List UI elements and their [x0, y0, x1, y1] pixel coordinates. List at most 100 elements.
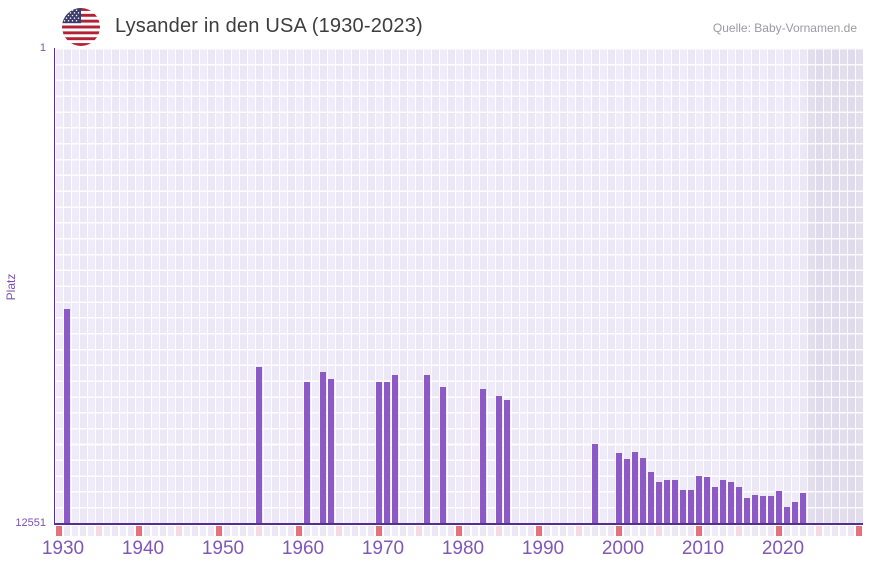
bar-2008[interactable]	[679, 490, 687, 523]
bar-2015[interactable]	[735, 486, 743, 523]
bar-2020[interactable]	[775, 491, 783, 523]
year-tick	[463, 526, 471, 536]
bar-2022[interactable]	[791, 501, 799, 523]
year-tick	[351, 526, 359, 536]
year-tick	[471, 526, 479, 536]
year-tick	[103, 526, 111, 536]
year-tick	[71, 526, 79, 536]
x-axis-label-2000: 2000	[601, 538, 645, 559]
x-axis-labels: 1930 1940 1950 1960 1970 1980 1990 2000 2010 2020	[42, 538, 863, 562]
year-tick	[543, 526, 551, 536]
bar-2011[interactable]	[703, 476, 711, 523]
bar-2003[interactable]	[639, 457, 647, 523]
bar-2006[interactable]	[663, 480, 671, 523]
half-decade-tick	[95, 526, 103, 536]
bar-2001[interactable]	[623, 459, 631, 523]
year-tick	[831, 526, 839, 536]
page-title: Lysander in den USA (1930-2023)	[115, 15, 423, 37]
x-axis-label-1930: 1930	[41, 538, 85, 559]
year-tick	[551, 526, 559, 536]
decade-tick	[455, 526, 463, 536]
year-tick	[239, 526, 247, 536]
bar-1972[interactable]	[391, 374, 399, 523]
year-tick	[839, 526, 847, 536]
bar-1997[interactable]	[591, 444, 599, 523]
decade-tick	[55, 526, 63, 536]
decade-tick	[295, 526, 303, 536]
bar-2023[interactable]	[799, 493, 807, 523]
bar-2013[interactable]	[719, 479, 727, 523]
half-decade-tick	[255, 526, 263, 536]
year-tick	[159, 526, 167, 536]
year-tick	[663, 526, 671, 536]
year-tick	[799, 526, 807, 536]
bar-1961[interactable]	[303, 381, 311, 523]
year-tick	[599, 526, 607, 536]
x-axis-label-1950: 1950	[201, 538, 245, 559]
bar-2017[interactable]	[751, 494, 759, 523]
x-axis-label-1940: 1940	[121, 538, 165, 559]
decade-tick	[135, 526, 143, 536]
year-tick	[719, 526, 727, 536]
year-tick	[303, 526, 311, 536]
year-tick	[847, 526, 855, 536]
bar-2009[interactable]	[687, 490, 695, 523]
plot-area	[55, 48, 863, 523]
year-tick	[447, 526, 455, 536]
year-tick	[199, 526, 207, 536]
year-tick	[151, 526, 159, 536]
bar-1986[interactable]	[503, 400, 511, 523]
bar-1985[interactable]	[495, 396, 503, 523]
year-tick	[511, 526, 519, 536]
bar-1964[interactable]	[327, 379, 335, 523]
decade-tick	[535, 526, 543, 536]
y-axis-bottom-tick-label: 12551	[15, 517, 46, 529]
year-tick	[479, 526, 487, 536]
bar-2021[interactable]	[783, 506, 791, 523]
x-axis-line	[53, 522, 863, 525]
us-flag-icon	[62, 8, 100, 46]
bar-2016[interactable]	[743, 497, 751, 523]
bar-1931[interactable]	[63, 308, 71, 523]
year-tick	[503, 526, 511, 536]
bar-1970[interactable]	[375, 381, 383, 523]
bar-2012[interactable]	[711, 487, 719, 523]
bar-1976[interactable]	[423, 374, 431, 523]
year-tick	[583, 526, 591, 536]
year-tick	[439, 526, 447, 536]
year-tick	[63, 526, 71, 536]
year-tick	[231, 526, 239, 536]
bar-2014[interactable]	[727, 482, 735, 523]
x-axis-label-1990: 1990	[521, 538, 565, 559]
year-tick	[807, 526, 815, 536]
year-tick	[311, 526, 319, 536]
source-credit: Quelle: Baby-Vornamen.de	[712, 21, 857, 35]
bar-2007[interactable]	[671, 480, 679, 523]
bar-1955[interactable]	[255, 367, 263, 523]
year-tick	[423, 526, 431, 536]
bar-2002[interactable]	[631, 452, 639, 523]
year-tick	[527, 526, 535, 536]
y-axis-top-tick-label: 1	[39, 42, 46, 54]
bar-2000[interactable]	[615, 452, 623, 523]
bar-2004[interactable]	[647, 471, 655, 523]
bar-1983[interactable]	[479, 388, 487, 523]
year-tick	[279, 526, 287, 536]
year-tick	[207, 526, 215, 536]
year-tick	[519, 526, 527, 536]
x-axis-label-2020: 2020	[761, 538, 805, 559]
bar-2005[interactable]	[655, 482, 663, 523]
year-tick	[487, 526, 495, 536]
bar-2019[interactable]	[767, 496, 775, 523]
y-axis-line	[53, 48, 56, 525]
year-tick	[711, 526, 719, 536]
bar-1971[interactable]	[383, 381, 391, 523]
bar-2010[interactable]	[695, 476, 703, 523]
year-tick	[567, 526, 575, 536]
year-tick	[767, 526, 775, 536]
bar-1963[interactable]	[319, 371, 327, 523]
bar-1978[interactable]	[439, 387, 447, 523]
bar-2018[interactable]	[759, 496, 767, 523]
future-years-band	[807, 48, 863, 523]
